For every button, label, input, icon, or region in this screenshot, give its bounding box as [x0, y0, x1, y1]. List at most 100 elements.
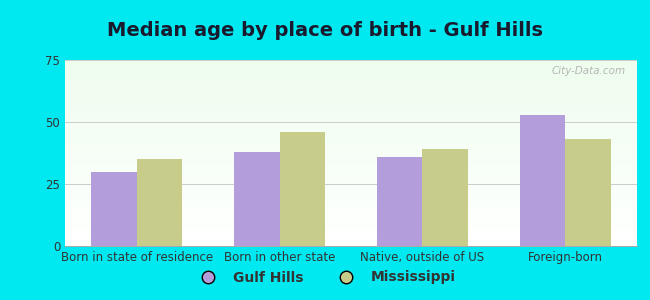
Bar — [65, 160, 637, 161]
Bar — [65, 223, 637, 224]
Bar — [65, 149, 637, 150]
Bar — [65, 236, 637, 237]
Text: Median age by place of birth - Gulf Hills: Median age by place of birth - Gulf Hill… — [107, 21, 543, 40]
Bar — [65, 70, 637, 71]
Bar — [65, 176, 637, 177]
Bar — [65, 177, 637, 178]
Bar — [65, 191, 637, 192]
Bar — [65, 64, 637, 66]
Bar — [280, 132, 325, 246]
Bar — [65, 81, 637, 82]
Bar — [65, 210, 637, 211]
Bar — [65, 97, 637, 98]
Bar — [65, 182, 637, 183]
Bar — [65, 196, 637, 197]
Bar — [65, 211, 637, 212]
Bar — [65, 203, 637, 204]
Bar — [65, 105, 637, 106]
Bar — [65, 170, 637, 171]
Bar — [65, 165, 637, 166]
Bar — [65, 145, 637, 146]
Bar — [65, 194, 637, 195]
Bar — [65, 141, 637, 142]
Bar — [65, 226, 637, 227]
Bar — [65, 184, 637, 185]
Bar — [65, 153, 637, 154]
Bar — [65, 118, 637, 119]
Bar — [65, 118, 637, 119]
Bar — [65, 68, 637, 69]
Bar — [65, 188, 637, 189]
Bar — [65, 215, 637, 216]
Bar — [65, 114, 637, 115]
Bar — [65, 155, 637, 156]
Bar — [65, 107, 637, 108]
Bar — [519, 115, 566, 246]
Bar — [65, 115, 637, 116]
Bar — [65, 110, 637, 111]
Bar — [65, 130, 637, 131]
Bar — [65, 108, 637, 109]
Bar — [65, 60, 637, 61]
Bar — [65, 233, 637, 234]
Bar — [65, 205, 637, 206]
Bar — [65, 148, 637, 149]
Bar — [65, 218, 637, 219]
Text: City-Data.com: City-Data.com — [551, 66, 625, 76]
Bar — [65, 200, 637, 201]
Bar — [65, 62, 637, 63]
Bar — [65, 241, 637, 242]
Bar — [65, 242, 637, 243]
Bar — [65, 128, 637, 129]
Bar — [65, 179, 637, 180]
Bar — [65, 79, 637, 80]
Bar — [65, 106, 637, 107]
Bar — [65, 164, 637, 165]
Bar — [65, 185, 637, 187]
Bar — [65, 103, 637, 104]
Bar — [65, 76, 637, 77]
Bar — [65, 74, 637, 75]
Bar — [65, 122, 637, 123]
Bar — [65, 66, 637, 67]
Bar — [65, 61, 637, 62]
Bar — [65, 157, 637, 158]
Bar — [65, 199, 637, 200]
Bar — [65, 134, 637, 135]
Bar — [65, 143, 637, 144]
Bar — [65, 84, 637, 85]
Bar — [65, 231, 637, 232]
Bar — [65, 152, 637, 153]
Bar — [65, 63, 637, 64]
Bar — [65, 123, 637, 124]
Bar — [65, 167, 637, 168]
Bar — [65, 225, 637, 226]
Bar — [65, 95, 637, 96]
Bar — [65, 119, 637, 120]
Bar — [65, 154, 637, 155]
Bar — [65, 86, 637, 87]
Bar — [65, 232, 637, 233]
Bar — [65, 234, 637, 235]
Bar — [65, 142, 637, 143]
Bar — [65, 87, 637, 88]
Bar — [136, 159, 183, 246]
Bar — [65, 230, 637, 231]
Bar — [65, 161, 637, 162]
Bar — [65, 80, 637, 81]
Bar — [65, 244, 637, 245]
Bar — [65, 217, 637, 218]
Bar — [65, 67, 637, 68]
Bar — [65, 147, 637, 148]
Bar — [65, 238, 637, 239]
Bar — [65, 109, 637, 110]
Bar — [65, 178, 637, 179]
Bar — [65, 237, 637, 238]
Bar — [65, 111, 637, 112]
Bar — [65, 160, 637, 161]
Bar — [91, 172, 136, 246]
Bar — [65, 126, 637, 127]
Bar — [566, 140, 611, 246]
Bar — [65, 221, 637, 222]
Bar — [65, 72, 637, 73]
